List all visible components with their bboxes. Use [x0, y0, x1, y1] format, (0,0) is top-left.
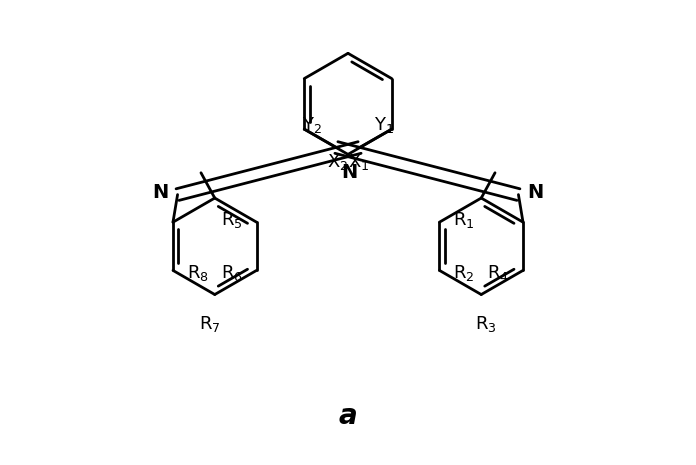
Text: Y$_2$: Y$_2$: [302, 115, 322, 135]
Text: X$_2$: X$_2$: [327, 152, 348, 172]
Text: R$_6$: R$_6$: [221, 263, 243, 283]
Text: R$_1$: R$_1$: [453, 210, 475, 230]
Text: R$_7$: R$_7$: [199, 314, 221, 334]
Text: N: N: [528, 183, 544, 202]
Text: a: a: [339, 402, 357, 430]
Text: N: N: [342, 163, 358, 182]
Text: R$_2$: R$_2$: [453, 263, 475, 283]
Text: Y$_1$: Y$_1$: [374, 115, 395, 135]
Text: R$_4$: R$_4$: [487, 263, 509, 283]
Text: R$_3$: R$_3$: [475, 314, 497, 334]
Text: R$_5$: R$_5$: [221, 210, 243, 230]
Text: R$_8$: R$_8$: [187, 263, 209, 283]
Text: X$_1$: X$_1$: [348, 152, 370, 172]
Text: N: N: [152, 183, 168, 202]
